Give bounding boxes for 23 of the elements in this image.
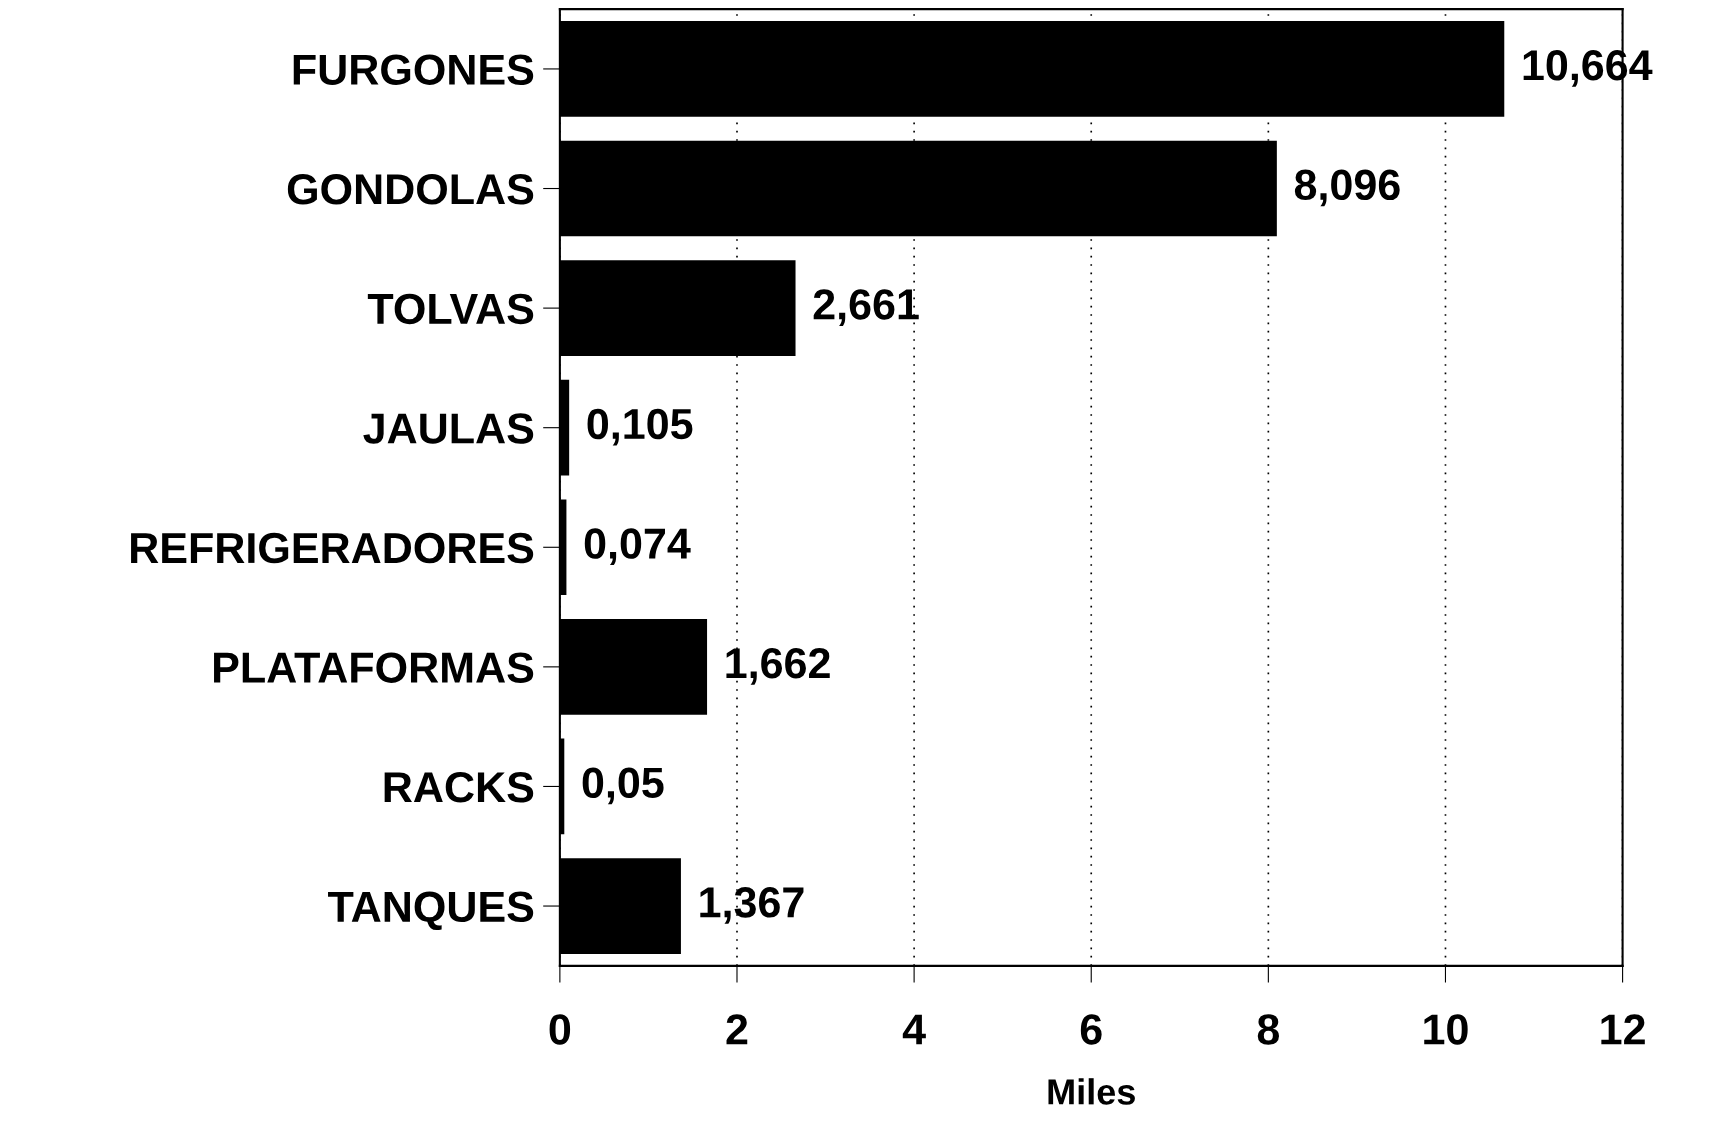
y-tick-label: TANQUES bbox=[328, 891, 534, 931]
y-tick-label: REFRIGERADORES bbox=[131, 532, 534, 564]
data-label: 0,074 bbox=[584, 528, 691, 566]
x-tick-label: 10 bbox=[1424, 1014, 1468, 1045]
data-label: 2,661 bbox=[813, 289, 919, 326]
data-label: 0,05 bbox=[582, 767, 664, 805]
data-label: 1,662 bbox=[726, 647, 830, 685]
x-tick-label: 8 bbox=[1257, 1014, 1279, 1045]
y-tick-label: PLATAFORMAS bbox=[214, 652, 534, 683]
data-label: 8,096 bbox=[1294, 169, 1400, 207]
y-tick-label: TOLVAS bbox=[367, 293, 534, 325]
x-tick-label: 12 bbox=[1601, 1014, 1645, 1045]
y-tick-label: JAULAS bbox=[363, 413, 534, 444]
y-tick-label: GONDOLAS bbox=[287, 174, 534, 205]
y-tick-label: FURGONES bbox=[293, 54, 534, 85]
data-label: 1,367 bbox=[700, 887, 804, 924]
x-axis-title: Miles bbox=[1048, 1078, 1135, 1105]
x-tick-label: 6 bbox=[1080, 1014, 1102, 1045]
x-tick-label: 2 bbox=[726, 1014, 748, 1045]
y-tick-label: RACKS bbox=[384, 771, 534, 803]
x-tick-label: 0 bbox=[549, 1014, 571, 1045]
x-tick-label: 4 bbox=[902, 1014, 926, 1045]
data-label: 0,105 bbox=[587, 408, 693, 446]
